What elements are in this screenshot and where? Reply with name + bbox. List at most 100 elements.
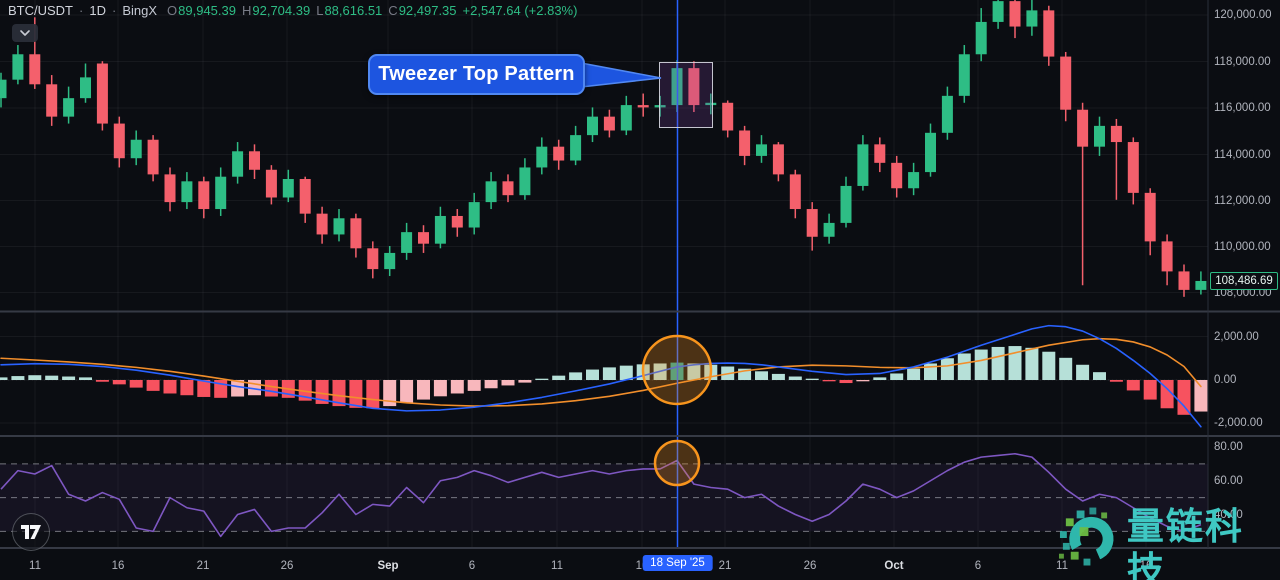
candle-body <box>401 232 413 253</box>
callout-pointer <box>581 62 662 88</box>
candle-body <box>874 144 886 163</box>
macd-histogram-bar <box>349 380 363 408</box>
candle-body <box>688 68 700 106</box>
macd-histogram-bar <box>417 380 430 400</box>
candle-body <box>536 146 548 168</box>
candle-body <box>367 248 379 270</box>
macd-histogram-bar <box>940 358 954 380</box>
tweezer-highlight-box[interactable] <box>659 62 713 128</box>
candle-body <box>519 167 531 196</box>
macd-histogram-bar <box>822 380 836 382</box>
macd-histogram-bar <box>1059 357 1073 380</box>
low-value: 88,616.51 <box>324 3 383 18</box>
collapse-legend-button[interactable] <box>12 24 38 42</box>
candle-body <box>451 215 463 228</box>
high-label: H <box>241 3 252 18</box>
candle-body <box>975 21 987 55</box>
candle-body <box>620 105 632 131</box>
macd-histogram-bar <box>755 371 768 380</box>
candle-body <box>384 252 396 270</box>
low-label: L <box>316 3 324 18</box>
candle-body <box>29 54 41 85</box>
candle-body <box>198 181 210 210</box>
macd-histogram-bar <box>501 380 515 386</box>
last-price-badge: 108,486.69 <box>1210 272 1278 290</box>
ohlc-low: L 88,616.51 <box>316 3 382 18</box>
candle-body <box>1178 271 1190 290</box>
macd-histogram-bar <box>484 380 498 389</box>
candle-body <box>12 54 24 80</box>
chevron-down-icon <box>20 30 30 36</box>
exchange-name: BingX <box>122 3 158 18</box>
candle-body <box>958 54 970 96</box>
macd-histogram-bar <box>687 363 701 380</box>
candle-body <box>789 174 801 210</box>
symbol-legend[interactable]: BTC/USDT · 1D · BingX O 89,945.39 H 92,7… <box>8 3 577 18</box>
candle-body <box>1026 10 1038 27</box>
candle-body <box>1043 10 1055 57</box>
macd-histogram-bar <box>805 378 819 380</box>
macd-histogram-bar <box>1160 380 1174 409</box>
candle-body <box>1110 125 1122 143</box>
macd-histogram-bar <box>586 369 599 380</box>
macd-histogram-bar <box>1025 347 1039 380</box>
candle-body <box>468 202 480 228</box>
candle-body <box>553 146 565 161</box>
macd-histogram-bar <box>518 380 532 383</box>
macd-histogram-bar <box>450 380 464 394</box>
candle-body <box>434 215 446 244</box>
candle-body <box>587 116 598 136</box>
macd-highlight-circle[interactable] <box>641 334 713 406</box>
candle-body <box>772 144 784 175</box>
candle-body <box>756 144 767 156</box>
macd-histogram-bar <box>95 380 109 382</box>
macd-histogram-bar <box>890 373 904 380</box>
candle-body <box>282 179 294 198</box>
candle-body <box>992 1 1004 22</box>
rsi-highlight-circle[interactable] <box>653 439 701 487</box>
crosshair-time-badge: 18 Sep '25 <box>642 555 713 571</box>
candle-body <box>1195 280 1207 290</box>
macd-histogram-bar <box>552 375 566 380</box>
candle-body <box>941 95 953 133</box>
candle-body <box>705 102 717 106</box>
macd-histogram-bar <box>856 380 870 382</box>
macd-histogram-bar <box>788 376 802 380</box>
candle-body <box>265 169 277 198</box>
candle-body <box>249 151 260 170</box>
candle-body <box>1009 1 1021 27</box>
macd-histogram-bar <box>79 377 92 380</box>
close-label: C <box>388 3 398 18</box>
candle-body <box>96 63 108 124</box>
macd-histogram-bar <box>839 380 853 384</box>
candle-body <box>654 105 666 108</box>
watermark-text: 量链科技 <box>1126 506 1244 580</box>
macd-histogram-bar <box>383 380 397 407</box>
ohlc-close: C 92,497.35 <box>388 3 456 18</box>
timeframe[interactable]: 1D <box>89 3 106 18</box>
macd-histogram-bar <box>298 380 312 401</box>
macd-histogram-bar <box>197 380 211 397</box>
candle-body <box>181 181 193 203</box>
macd-signal-line <box>0 337 1202 407</box>
ohlc-open: O 89,945.39 <box>167 3 236 18</box>
macd-histogram-bar <box>991 346 1005 380</box>
tradingview-logo[interactable] <box>12 513 50 551</box>
symbol-name[interactable]: BTC/USDT <box>8 3 73 18</box>
candle-body <box>722 102 734 131</box>
macd-histogram-bar <box>974 349 988 380</box>
candle-body <box>637 105 649 108</box>
candle-body <box>857 144 869 186</box>
candle-body <box>63 98 75 117</box>
pattern-callout[interactable]: Tweezer Top Pattern <box>368 54 585 95</box>
candle-body <box>46 84 58 117</box>
macd-histogram-bar <box>11 376 25 380</box>
candlestick-series <box>0 0 1207 297</box>
macd-histogram-bar <box>771 373 785 380</box>
candle-body <box>485 181 497 203</box>
macd-histogram-bar <box>400 380 414 403</box>
open-value: 89,945.39 <box>178 3 236 18</box>
ohlc-high: H 92,704.39 <box>242 3 310 18</box>
macd-histogram-bar <box>28 375 42 380</box>
